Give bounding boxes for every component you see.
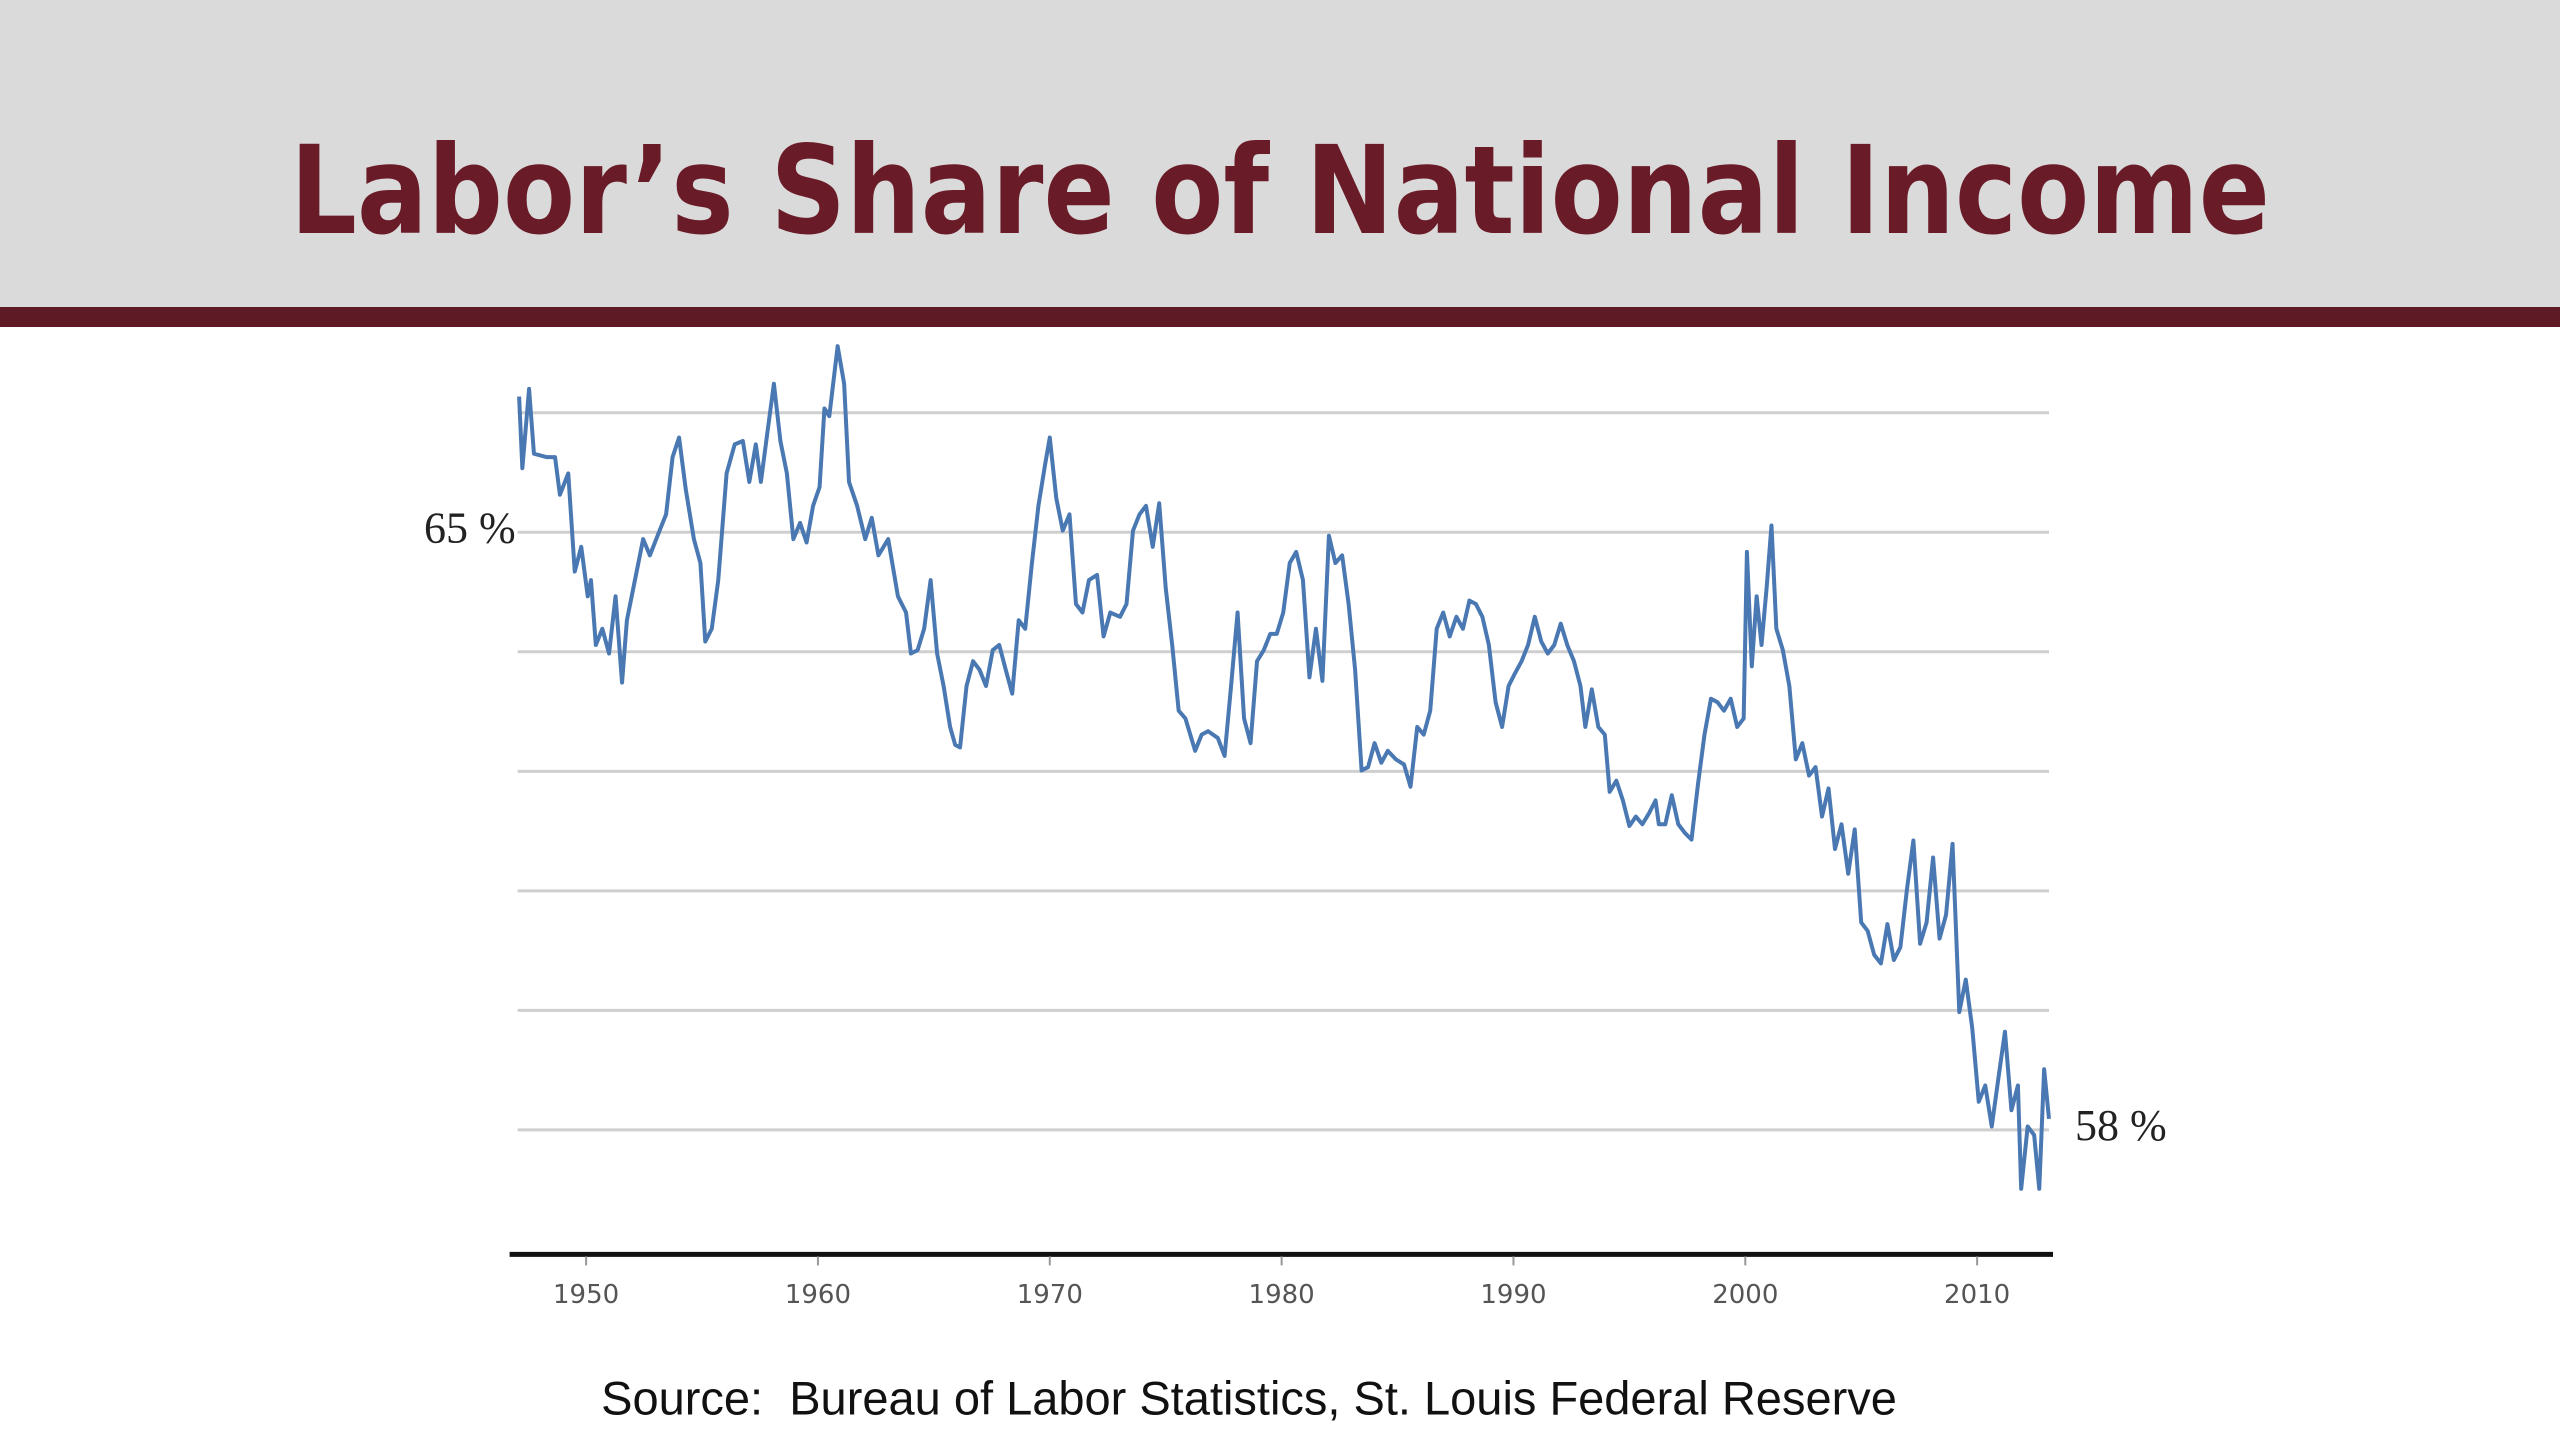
x-tick-label: 1960 (785, 1280, 851, 1310)
x-tick-label: 1990 (1480, 1280, 1546, 1310)
x-tick-label: 1980 (1249, 1280, 1315, 1310)
header-background (0, 0, 2560, 307)
x-tick-label: 1950 (553, 1280, 619, 1310)
x-tick-label: 2010 (1944, 1280, 2010, 1310)
slide-title: Labor’s Share of National Income (290, 120, 2270, 262)
data-line (517, 344, 2051, 1191)
y-tick-label: 65 % (424, 503, 516, 552)
x-tick-label: 2000 (1712, 1280, 1778, 1310)
x-tick-label: 1970 (1017, 1280, 1083, 1310)
header-rule (0, 307, 2560, 327)
source-note: Source: Bureau of Labor Statistics, St. … (601, 1371, 1897, 1424)
y-tick-label: 58 % (2075, 1101, 2167, 1150)
